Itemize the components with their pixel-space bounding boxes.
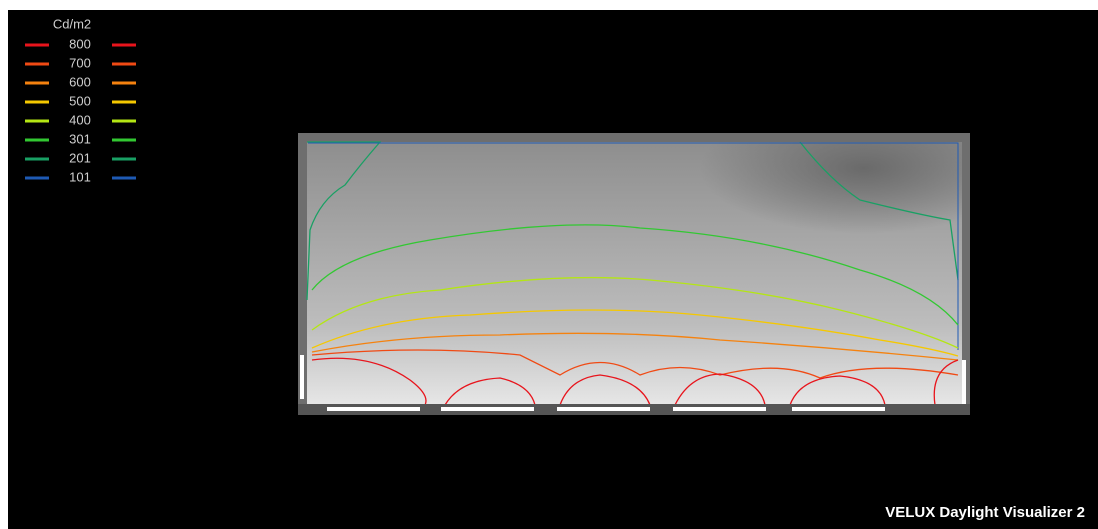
legend-label: 400 [69,112,91,127]
legend-label: 600 [69,74,91,89]
legend-label: 800 [69,36,91,51]
legend-label: 301 [69,131,91,146]
legend-unit: Cd/m2 [53,16,91,31]
watermark: VELUX Daylight Visualizer 2 [885,504,1085,521]
legend-label: 500 [69,93,91,108]
legend-label: 101 [69,169,91,184]
render [298,133,970,415]
legend-label: 201 [69,150,91,165]
screenshot: Cd/m2 800 700 600 500 400 301 201 101 VELUX Day… [0,0,1098,529]
legend-label: 700 [69,55,91,70]
